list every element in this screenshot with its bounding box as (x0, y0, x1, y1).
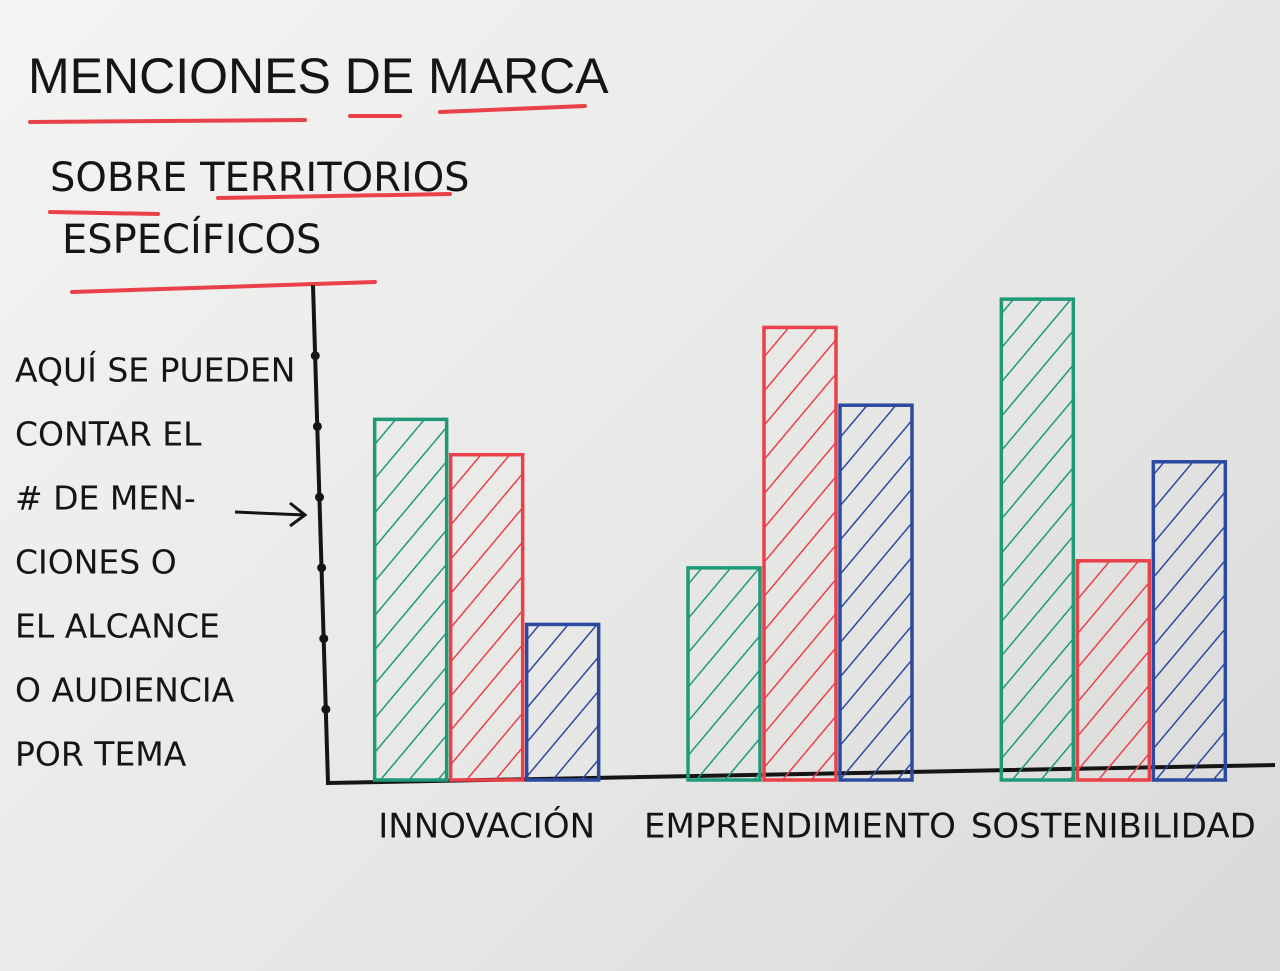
y-tick (312, 421, 322, 431)
x-tick-label: INNOVACIÓN (378, 806, 595, 847)
bar (999, 297, 1076, 782)
bar (448, 452, 525, 782)
annotation: AQUÍ SE PUEDEN CONTAR EL # DE MEN- CIONES O… (15, 350, 295, 774)
bar (372, 417, 449, 782)
x-tick-label: EMPRENDIMIENTO (644, 807, 956, 847)
annotation-line: CIONES O (15, 543, 177, 582)
annotation-line: O AUDIENCIA (15, 671, 235, 710)
bar (762, 325, 838, 782)
subtitle-underline (48, 192, 452, 294)
y-tick (321, 704, 331, 714)
bar (686, 566, 762, 782)
annotation-line: CONTAR EL (15, 415, 202, 454)
annotation-line: EL ALCANCE (15, 607, 220, 646)
title-underline (28, 104, 587, 124)
bar (1151, 460, 1228, 782)
y-tick (315, 492, 325, 502)
annotation-line: # DE MEN- (15, 479, 196, 518)
chart-subtitle: ESPECÍFICOS (62, 215, 321, 263)
x-tick-label: SOSTENIBILIDAD (971, 807, 1256, 847)
annotation-line: POR TEMA (15, 735, 187, 774)
chart-title: MENCIONES DE MARCA (28, 48, 609, 104)
bar (524, 622, 601, 782)
bar (1075, 559, 1152, 782)
bar (838, 403, 914, 782)
annotation-line: AQUÍ SE PUEDEN (15, 350, 295, 390)
y-tick (319, 634, 329, 644)
y-tick (317, 563, 327, 573)
axes (311, 284, 1276, 786)
arrow (234, 501, 308, 528)
y-tick (310, 351, 320, 361)
